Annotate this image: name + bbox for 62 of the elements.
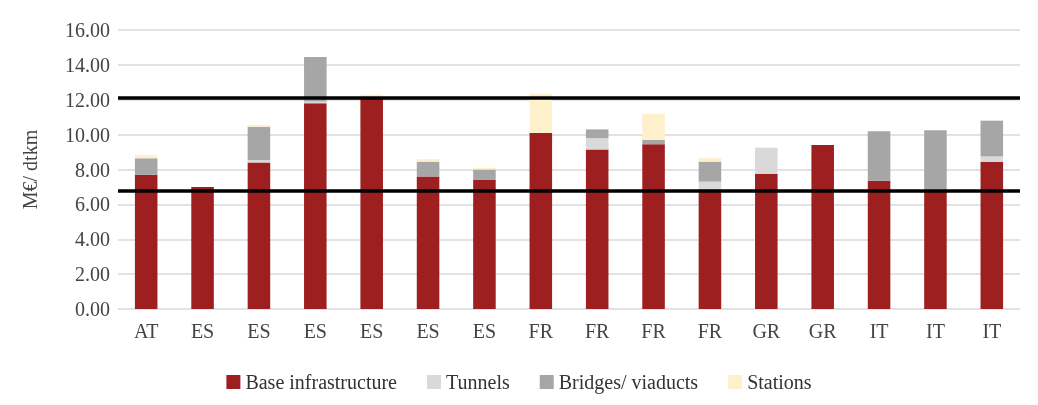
bar (304, 57, 327, 102)
bar (867, 131, 891, 181)
bar (980, 161, 1004, 309)
y-tick-label: 14.00 (65, 53, 110, 76)
bar (247, 126, 271, 160)
bar (134, 158, 158, 175)
x-tick-label: IT (869, 320, 889, 342)
bar (473, 179, 496, 309)
bar (473, 169, 496, 180)
bar (585, 138, 609, 150)
bar (980, 156, 1004, 162)
bar (698, 161, 722, 182)
y-tick-label: 10.00 (65, 123, 110, 146)
bar (360, 98, 383, 309)
bar (304, 103, 327, 309)
y-axis-title: M€/ dtkm (19, 129, 41, 210)
bar (698, 158, 722, 162)
x-tick-label: ES (472, 320, 497, 342)
legend-label: Tunnels (446, 371, 510, 393)
bar (585, 129, 609, 139)
x-tick-label: GR (752, 320, 781, 342)
bar (416, 159, 440, 162)
bar (642, 139, 665, 145)
x-tick-label: AT (133, 320, 159, 342)
y-tick-label: 2.00 (75, 263, 110, 286)
x-tick-label: FR (528, 320, 554, 342)
bar (191, 186, 214, 309)
bar (755, 173, 778, 309)
x-tick-label: ES (190, 320, 215, 342)
x-tick-label: FR (641, 320, 667, 342)
y-tick-label: 0.00 (75, 298, 110, 320)
bar (247, 159, 271, 163)
x-tick-label: ES (303, 320, 327, 342)
legend-label: Stations (747, 371, 812, 393)
y-tick-label: 4.00 (75, 228, 110, 251)
bar (980, 120, 1004, 157)
bar (529, 132, 553, 309)
bar (247, 162, 271, 309)
x-tick-label: ES (247, 320, 271, 342)
bar (642, 113, 665, 140)
y-tick-label: 12.00 (65, 88, 110, 111)
x-tick-label: FR (697, 320, 723, 342)
bar (811, 145, 834, 309)
x-tick-label: IT (925, 320, 945, 342)
x-tick-label: FR (584, 320, 611, 342)
bar (416, 176, 440, 309)
bar (134, 174, 158, 309)
y-tick-label: 8.00 (75, 158, 110, 181)
bar (585, 149, 609, 309)
x-tick-label: IT (982, 320, 1002, 342)
y-tick-label: 16.00 (65, 19, 110, 41)
legend-label: Bridges/ viaducts (558, 371, 699, 394)
bar (867, 180, 891, 309)
bar (642, 144, 665, 309)
x-tick-label: GR (808, 320, 838, 342)
bar (924, 130, 947, 191)
y-tick-label: 6.00 (75, 193, 110, 216)
x-tick-label: ES (360, 320, 384, 342)
x-tick-label: ES (416, 320, 440, 342)
bar (924, 190, 947, 309)
bar (416, 161, 440, 177)
legend-label: Base infrastructure (245, 371, 398, 393)
